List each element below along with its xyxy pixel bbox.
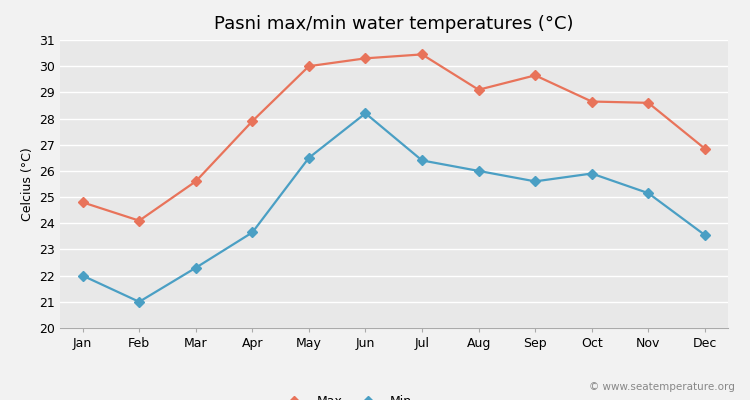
Min [531, 179, 540, 184]
Line: Min: Min [80, 110, 708, 305]
Min [587, 171, 596, 176]
Max [474, 87, 483, 92]
Max [644, 100, 652, 105]
Min [700, 233, 709, 238]
Max [78, 200, 87, 205]
Line: Max: Max [80, 51, 708, 224]
Min [135, 300, 144, 304]
Min [361, 111, 370, 116]
Max [191, 179, 200, 184]
Max [135, 218, 144, 223]
Min [191, 265, 200, 270]
Min [474, 168, 483, 173]
Min [304, 156, 313, 160]
Max [587, 99, 596, 104]
Max [531, 73, 540, 78]
Max [304, 64, 313, 68]
Min [248, 230, 256, 235]
Max [418, 52, 427, 57]
Min [644, 191, 652, 196]
Title: Pasni max/min water temperatures (°C): Pasni max/min water temperatures (°C) [214, 15, 574, 33]
Max [361, 56, 370, 61]
Text: © www.seatemperature.org: © www.seatemperature.org [590, 382, 735, 392]
Legend: Max, Min: Max, Min [282, 395, 412, 400]
Max [700, 146, 709, 151]
Max [248, 119, 256, 124]
Min [78, 273, 87, 278]
Y-axis label: Celcius (°C): Celcius (°C) [21, 147, 34, 221]
Min [418, 158, 427, 163]
